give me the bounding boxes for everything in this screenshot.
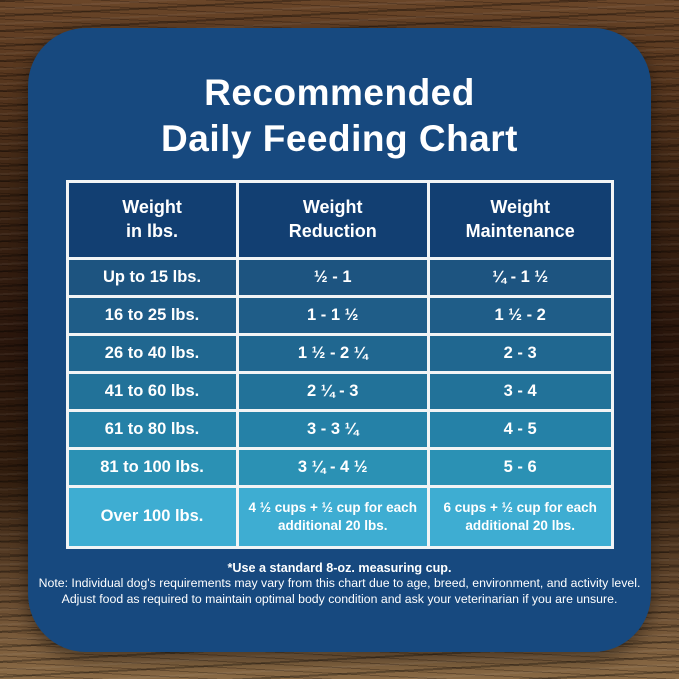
footnotes: *Use a standard 8-oz. measuring cup. Not… xyxy=(28,560,651,608)
weight-range-cell: Up to 15 lbs. xyxy=(68,259,236,295)
reduction-amount-cell: 4 ½ cups + ½ cup for each additional 20 … xyxy=(238,487,427,546)
reduction-amount-cell: 1 - 1 ½ xyxy=(238,297,427,333)
feeding-chart-card: Recommended Daily Feeding Chart Weight i… xyxy=(28,28,651,652)
page-title-line-1: Recommended xyxy=(204,72,475,113)
maintenance-amount-cell: 1 ½ - 2 xyxy=(429,297,611,333)
feeding-table: Weight in lbs. Weight Reduction Weight M… xyxy=(65,179,614,549)
weight-range-cell: Over 100 lbs. xyxy=(68,487,236,546)
reduction-amount-cell: 3 ¼ - 4 ½ xyxy=(238,449,427,485)
measuring-cup-note: *Use a standard 8-oz. measuring cup. xyxy=(227,560,452,575)
weight-range-cell: 61 to 80 lbs. xyxy=(68,411,236,447)
column-header-maintenance: Weight Maintenance xyxy=(429,182,611,257)
weight-range-cell: 26 to 40 lbs. xyxy=(68,335,236,371)
disclaimer-line-1: Note: Individual dog's requirements may … xyxy=(38,575,641,590)
maintenance-amount-cell: 6 cups + ½ cup for each additional 20 lb… xyxy=(429,487,611,546)
reduction-amount-cell: 3 - 3 ¼ xyxy=(238,411,427,447)
column-header-weight: Weight in lbs. xyxy=(68,182,236,257)
maintenance-amount-cell: 4 - 5 xyxy=(429,411,611,447)
page-title: Recommended Daily Feeding Chart xyxy=(28,70,651,162)
reduction-amount-cell: ½ - 1 xyxy=(238,259,427,295)
maintenance-amount-cell: ¼ - 1 ½ xyxy=(429,259,611,295)
maintenance-amount-cell: 5 - 6 xyxy=(429,449,611,485)
maintenance-amount-cell: 3 - 4 xyxy=(429,373,611,409)
weight-range-cell: 81 to 100 lbs. xyxy=(68,449,236,485)
disclaimer-line-2: Adjust food as required to maintain opti… xyxy=(61,591,618,606)
weight-range-cell: 41 to 60 lbs. xyxy=(68,373,236,409)
column-header-reduction: Weight Reduction xyxy=(238,182,427,257)
maintenance-amount-cell: 2 - 3 xyxy=(429,335,611,371)
reduction-amount-cell: 1 ½ - 2 ¼ xyxy=(238,335,427,371)
reduction-amount-cell: 2 ¼ - 3 xyxy=(238,373,427,409)
weight-range-cell: 16 to 25 lbs. xyxy=(68,297,236,333)
page-title-line-2: Daily Feeding Chart xyxy=(161,117,518,159)
